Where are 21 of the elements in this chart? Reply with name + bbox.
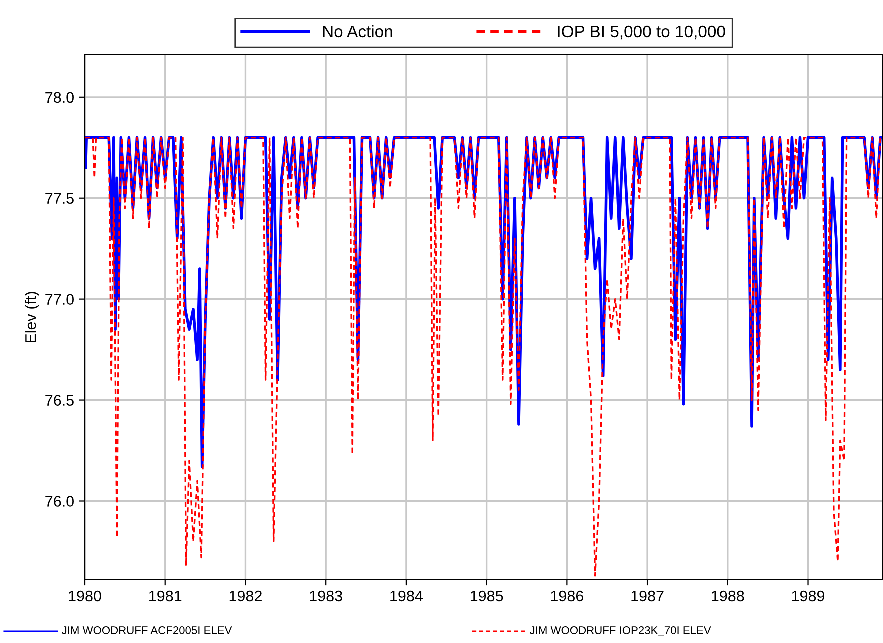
- legend-label: IOP BI 5,000 to 10,000: [558, 26, 726, 40]
- y-tick-label: 76.0: [46, 496, 74, 507]
- x-tick-label: 1985: [470, 590, 504, 602]
- legend-label: No Action: [323, 25, 392, 38]
- text: JIM WOODRUFF ACF2005I ELEV: [62, 626, 232, 634]
- text: JIM WOODRUFF IOP23K_70I ELEV: [530, 626, 712, 637]
- x-tick-label: 1987: [632, 590, 664, 602]
- x-tick-label: 1989: [792, 590, 825, 602]
- x-tick-label: 1988: [712, 590, 744, 602]
- line-series: [85, 136, 883, 577]
- x-tick-label: 1983: [310, 590, 342, 602]
- y-tick-label: 77.0: [46, 294, 74, 306]
- y-axis-title: Elev (ft): [25, 292, 40, 343]
- x-tick-label: 1986: [551, 590, 584, 602]
- y-tick-label: 76.5: [46, 395, 74, 406]
- y-tick-label: 78.0: [46, 92, 74, 104]
- y-tick-label: 77.5: [46, 193, 74, 204]
- x-tick-label: 1984: [390, 590, 423, 602]
- x-tick-label: 1982: [230, 590, 262, 602]
- x-tick-label: 1980: [69, 590, 102, 602]
- x-tick-label: 1981: [150, 590, 182, 602]
